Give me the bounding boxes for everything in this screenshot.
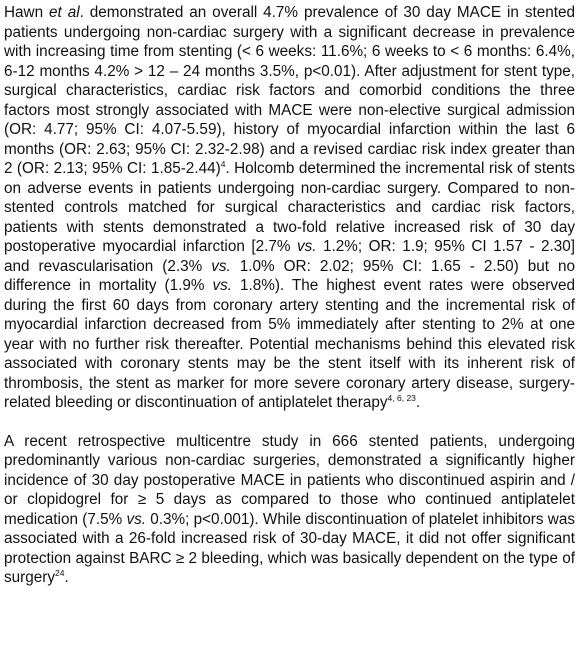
text-run: Hawn [4,4,50,21]
citation-superscript: 4, 6, 23 [387,393,416,403]
text-run: . [64,569,69,586]
text-run-italic: vs. [296,238,317,255]
text-run-italic: vs. [211,257,231,275]
text-run-italic: et al [49,4,80,21]
text-run: 1.0% OR: 2.02; 95% CI: 1.65 - 2.50) but … [4,257,575,295]
text-run-italic: vs. [126,510,146,528]
text-run: . Holcomb determined the incremental ris… [4,160,575,255]
text-run: 1.2%; OR: 1.9; 95% CI 1.57 - 2.30] and r… [4,238,575,275]
text-run-italic: vs. [212,277,233,294]
text-run: A recent retrospective multicentre study… [4,432,575,528]
paragraph-hawn-holcomb: Hawn et al. demonstrated an overall 4.7%… [4,3,575,413]
text-run: . demonstrated an overall 4.7% prevalenc… [4,4,576,177]
citation-superscript: 24 [55,568,65,578]
citation-superscript: 4 [220,159,226,169]
text-run: 0.3%; p<0.001). While discontinuation of… [4,510,575,587]
text-run: 1.8%). The highest event rates were obse… [4,277,575,411]
text-run: . [415,394,421,411]
paragraph-multicentre-study: A recent retrospective multicentre study… [4,432,575,588]
